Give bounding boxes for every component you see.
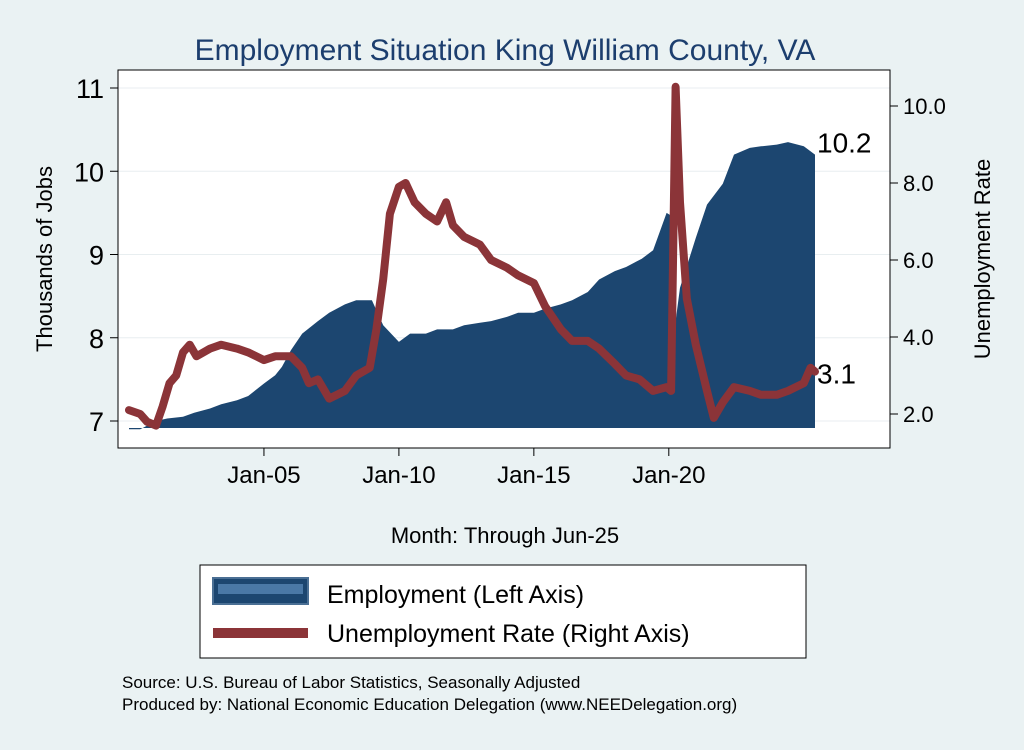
unemployment-line (125, 82, 819, 430)
right-axis-label: Unemployment Rate (970, 159, 995, 360)
right-tick-label: 8.0 (903, 171, 934, 196)
x-tick-label: Jan-20 (632, 462, 705, 489)
source-line: Source: U.S. Bureau of Labor Statistics,… (122, 673, 580, 692)
right-tick-label: 4.0 (903, 325, 934, 350)
x-axis: Jan-05 Jan-10 Jan-15 Jan-20 (118, 447, 890, 489)
unemployment-series (125, 82, 819, 430)
left-axis-label: Thousands of Jobs (32, 166, 57, 352)
left-tick-label: 9 (89, 241, 104, 271)
left-tick-label: 10 (74, 157, 104, 187)
left-tick-label: 11 (76, 74, 104, 104)
employment-area (129, 142, 815, 430)
x-tick-label: Jan-05 (227, 462, 300, 489)
x-axis-label: Month: Through Jun-25 (391, 523, 619, 548)
right-axis: 2.0 4.0 6.0 8.0 10.0 (889, 70, 946, 448)
legend-unemployment-label: Unemployment Rate (Right Axis) (327, 620, 690, 648)
left-tick-label: 8 (89, 324, 104, 354)
x-tick-label: Jan-10 (362, 462, 435, 489)
right-tick-label: 10.0 (903, 94, 946, 119)
right-tick-label: 6.0 (903, 248, 934, 273)
left-axis: 7 8 9 10 11 (74, 70, 119, 448)
legend: Employment (Left Axis) Unemployment Rate… (199, 564, 807, 659)
x-tick-label: Jan-15 (497, 462, 570, 489)
producer-line: Produced by: National Economic Education… (122, 695, 737, 714)
employment-end-label: 10.2 (817, 128, 872, 159)
left-tick-label: 7 (89, 407, 104, 437)
employment-series (129, 142, 815, 430)
legend-employment-label: Employment (Left Axis) (327, 581, 584, 609)
chart-title: Employment Situation King William County… (195, 34, 816, 67)
legend-employment-swatch-highlight (218, 584, 303, 594)
unemployment-end-label: 3.1 (817, 359, 856, 390)
right-tick-label: 2.0 (903, 402, 934, 427)
